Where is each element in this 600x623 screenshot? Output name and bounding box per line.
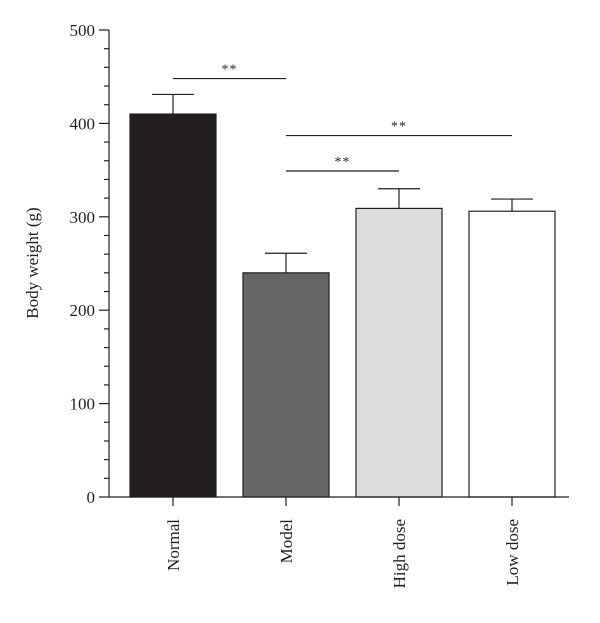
bars-group bbox=[129, 113, 556, 498]
y-axis: 0 100 200 300 400 500 bbox=[70, 21, 110, 507]
x-tick-label: Low dose bbox=[503, 519, 522, 586]
bar-model bbox=[242, 272, 330, 498]
y-tick-label: 200 bbox=[70, 301, 96, 320]
y-axis-title: Body weight (g) bbox=[23, 207, 42, 318]
bar-low-dose bbox=[468, 210, 556, 498]
x-tick-label: Normal bbox=[164, 519, 183, 571]
significance-group: ** ** ** bbox=[173, 63, 512, 172]
significance-label: ** bbox=[391, 120, 407, 135]
x-tick-label: Model bbox=[277, 519, 296, 564]
y-tick-label: 0 bbox=[87, 488, 96, 507]
significance-label: ** bbox=[335, 155, 351, 170]
x-tick-label: High dose bbox=[390, 519, 409, 588]
bar-high-dose bbox=[355, 207, 443, 498]
error-bars-group bbox=[152, 93, 533, 273]
y-tick-label: 100 bbox=[70, 395, 96, 414]
y-tick-label: 500 bbox=[70, 21, 96, 40]
y-tick-label: 400 bbox=[70, 114, 96, 133]
bar-normal bbox=[129, 113, 217, 498]
y-tick-label: 300 bbox=[70, 208, 96, 227]
significance-label: ** bbox=[222, 63, 238, 78]
x-axis: Normal Model High dose Low dose bbox=[109, 496, 569, 588]
